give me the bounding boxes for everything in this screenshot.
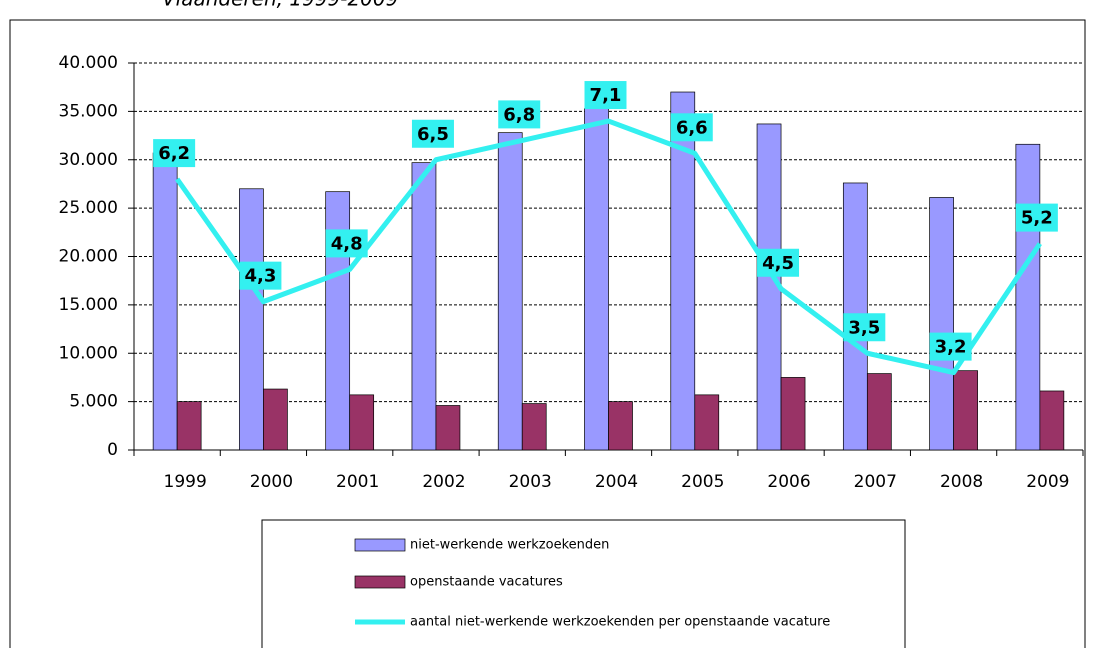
- bar: [1039, 390, 1065, 451]
- x-tick-label: 2007: [854, 472, 897, 492]
- line: [175, 118, 1042, 376]
- data-label: 3,2: [935, 337, 967, 358]
- bar: [497, 132, 523, 451]
- legend-label: niet-werkende werkzoekenden: [410, 538, 609, 553]
- y-tick-label: 5.000: [69, 392, 118, 412]
- x-tick-label: 2006: [767, 472, 810, 492]
- bar: [780, 377, 806, 451]
- data-label: 5,2: [1021, 208, 1053, 229]
- data-label: 6,8: [503, 104, 535, 125]
- bar: [176, 401, 202, 451]
- x-tick-label: 2001: [336, 472, 379, 492]
- bar: [953, 370, 978, 451]
- y-tick-label: 25.000: [59, 198, 118, 218]
- x-tick-label: 2003: [509, 472, 552, 492]
- data-label: 6,5: [417, 124, 449, 145]
- legend-swatch: [354, 575, 406, 589]
- data-label-box: [757, 248, 800, 277]
- bar: [608, 401, 633, 451]
- bar: [411, 162, 437, 451]
- bar: [521, 403, 547, 451]
- x-tick-label: 2000: [250, 472, 293, 492]
- data-label: 4,5: [762, 253, 794, 274]
- data-label: 4,3: [244, 266, 276, 287]
- bar: [152, 152, 178, 451]
- bar: [239, 188, 264, 451]
- y-tick-label: 35.000: [59, 101, 118, 121]
- y-tick-label: 30.000: [59, 150, 118, 170]
- data-label-box: [498, 100, 541, 129]
- data-label-box: [929, 332, 972, 361]
- y-tick-label: 15.000: [59, 295, 118, 315]
- data-label-box: [239, 261, 282, 290]
- data-label: 3,5: [848, 317, 880, 338]
- y-tick-label: 10.000: [59, 343, 118, 363]
- x-tick-label: 2004: [595, 472, 638, 492]
- data-label-box: [153, 139, 196, 168]
- x-tick-label: 2009: [1026, 472, 1069, 492]
- data-label: 7,1: [590, 85, 622, 106]
- data-label-box: [843, 313, 886, 342]
- y-tick-label: 40.000: [59, 53, 118, 73]
- bar: [866, 373, 892, 451]
- bar: [584, 108, 609, 451]
- data-label-box: [325, 229, 368, 258]
- x-tick-label: 2005: [681, 472, 724, 492]
- chart-border: [9, 19, 1086, 648]
- bar: [929, 197, 954, 451]
- data-label-box: [584, 81, 627, 110]
- bar: [263, 388, 288, 451]
- chart-title: Vlaanderen, 1999-2009: [162, 0, 398, 11]
- data-label: 6,6: [676, 117, 708, 138]
- data-label-box: [1015, 203, 1058, 232]
- x-tick-label: 2002: [422, 472, 465, 492]
- bar: [694, 394, 720, 451]
- y-tick-label: 20.000: [59, 247, 118, 267]
- legend-label: aantal niet-werkende werkzoekenden per o…: [410, 615, 830, 630]
- data-label-box: [411, 119, 454, 148]
- bar: [349, 394, 375, 451]
- bar: [435, 405, 461, 451]
- x-tick-label: 1999: [164, 472, 207, 492]
- legend-label: openstaande vacatures: [410, 575, 563, 590]
- data-label: 6,2: [158, 143, 190, 164]
- legend-swatch: [354, 538, 406, 552]
- data-label-box: [670, 113, 713, 142]
- data-label: 4,8: [331, 233, 363, 254]
- bar: [1015, 143, 1041, 451]
- x-tick-label: 2008: [940, 472, 983, 492]
- y-tick-label: 0: [107, 440, 118, 460]
